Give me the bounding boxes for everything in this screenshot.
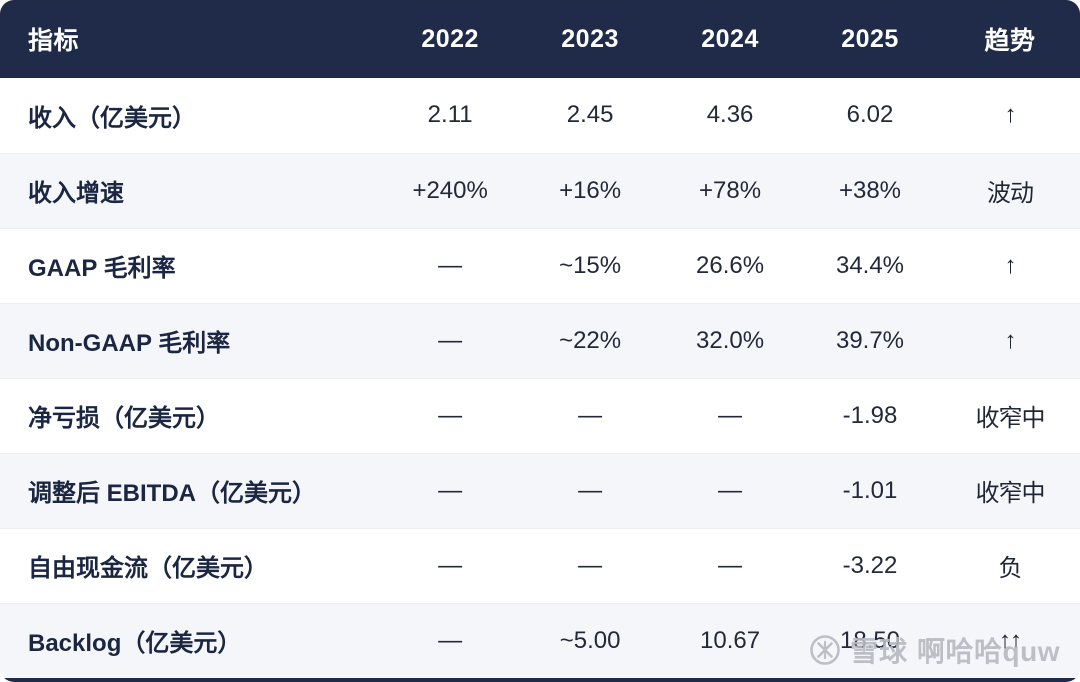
trend-cell: 收窄中 xyxy=(939,377,1080,453)
trend-cell: ↑ xyxy=(939,227,1080,303)
value-cell: — xyxy=(660,377,801,453)
table-row: 净亏损（亿美元） — — — -1.98 收窄中 xyxy=(0,377,1080,453)
value-cell: 10.67 xyxy=(660,602,801,678)
metric-cell: 调整后 EBITDA（亿美元） xyxy=(0,452,381,528)
table-row: 自由现金流（亿美元） — — — -3.22 负 xyxy=(0,527,1080,603)
value-cell: -1.98 xyxy=(800,377,940,453)
value-cell: 26.6% xyxy=(660,227,801,303)
value-cell: 4.36 xyxy=(706,101,754,129)
trend-cell: ↑↑ xyxy=(939,602,1080,678)
value-cell: — xyxy=(380,602,521,678)
value-cell: -3.22 xyxy=(800,527,940,603)
column-header-2024: 2024 xyxy=(660,0,801,78)
trend-cell: ↑ xyxy=(1004,101,1016,129)
column-header-metric: 指标 xyxy=(0,0,381,78)
metric-cell: 收入增速 xyxy=(0,152,381,228)
table-row: Non-GAAP 毛利率 — ~22% 32.0% 39.7% ↑ xyxy=(0,302,1080,378)
value-cell: ~15% xyxy=(520,227,661,303)
value-cell: ~5.00 xyxy=(520,602,661,678)
value-cell: +78% xyxy=(660,152,801,228)
column-header-2023: 2023 xyxy=(520,0,661,78)
value-cell: — xyxy=(520,452,661,528)
trend-cell: ↑ xyxy=(939,302,1080,378)
value-cell: — xyxy=(380,377,521,453)
value-cell: +38% xyxy=(800,152,940,228)
value-cell: — xyxy=(660,527,801,603)
value-cell: — xyxy=(380,527,521,603)
table-row: GAAP 毛利率 — ~15% 26.6% 34.4% ↑ xyxy=(0,227,1080,303)
value-cell: ~22% xyxy=(520,302,661,378)
metric-cell: GAAP 毛利率 xyxy=(0,227,381,303)
column-header-2022: 2022 xyxy=(380,0,521,78)
value-cell: — xyxy=(520,527,661,603)
metric-cell: 收入（亿美元） xyxy=(28,104,196,132)
metric-cell: 自由现金流（亿美元） xyxy=(0,527,381,603)
value-cell: 39.7% xyxy=(800,302,940,378)
value-cell: 18.50 xyxy=(800,602,940,678)
value-cell: 34.4% xyxy=(800,227,940,303)
value-cell: — xyxy=(380,302,521,378)
header-row: 指标 2022 2023 2024 2025 趋势 xyxy=(0,0,1080,78)
table-row: 调整后 EBITDA（亿美元） — — — -1.01 收窄中 xyxy=(0,452,1080,528)
trend-cell: 收窄中 xyxy=(939,452,1080,528)
metric-cell: Non-GAAP 毛利率 xyxy=(0,302,381,378)
table-row: 收入增速 +240% +16% +78% +38% 波动 xyxy=(0,152,1080,228)
value-cell: — xyxy=(380,452,521,528)
value-cell: 2.45 xyxy=(566,101,614,129)
value-cell: — xyxy=(520,377,661,453)
table-row: 收入（亿美元） 2.11 2.45 4.36 6.02 ↑ xyxy=(0,78,1080,153)
value-cell: +240% xyxy=(380,152,521,228)
value-cell: 32.0% xyxy=(660,302,801,378)
value-cell: — xyxy=(380,227,521,303)
trend-cell: 波动 xyxy=(939,152,1080,228)
value-cell: — xyxy=(660,452,801,528)
column-header-trend: 趋势 xyxy=(939,0,1080,78)
table-bottom-border xyxy=(0,678,1080,682)
table-row: Backlog（亿美元） — ~5.00 10.67 18.50 ↑↑ xyxy=(0,602,1080,678)
value-cell: 6.02 xyxy=(846,101,894,129)
metric-cell: Backlog（亿美元） xyxy=(0,602,381,678)
value-cell: 2.11 xyxy=(427,101,473,129)
value-cell: -1.01 xyxy=(800,452,940,528)
metric-cell: 净亏损（亿美元） xyxy=(0,377,381,453)
value-cell: +16% xyxy=(520,152,661,228)
trend-cell: 负 xyxy=(939,527,1080,603)
column-header-2025: 2025 xyxy=(800,0,940,78)
